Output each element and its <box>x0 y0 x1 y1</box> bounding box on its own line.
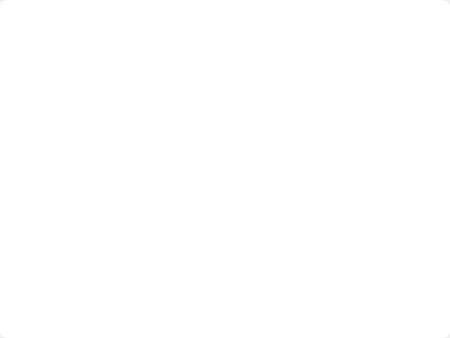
Circle shape <box>106 79 113 88</box>
Ellipse shape <box>89 182 127 214</box>
Text: Marlou Snelleman: Marlou Snelleman <box>70 287 158 297</box>
Ellipse shape <box>171 227 198 251</box>
Ellipse shape <box>113 127 147 152</box>
Ellipse shape <box>64 193 94 213</box>
Circle shape <box>99 261 106 270</box>
Circle shape <box>115 70 122 79</box>
Ellipse shape <box>121 80 139 91</box>
Ellipse shape <box>143 207 175 235</box>
Ellipse shape <box>163 261 177 271</box>
Ellipse shape <box>96 265 112 276</box>
Ellipse shape <box>134 247 170 267</box>
Circle shape <box>139 74 146 83</box>
Circle shape <box>186 189 194 198</box>
Text: Proteins and amino acids: Proteins and amino acids <box>8 18 441 47</box>
Ellipse shape <box>184 184 199 195</box>
Circle shape <box>159 83 166 92</box>
Circle shape <box>174 259 181 268</box>
Ellipse shape <box>174 140 202 158</box>
Ellipse shape <box>141 239 155 248</box>
Ellipse shape <box>57 86 225 266</box>
Ellipse shape <box>150 113 183 131</box>
Ellipse shape <box>68 156 104 177</box>
Ellipse shape <box>161 154 193 179</box>
Ellipse shape <box>126 91 156 108</box>
Circle shape <box>350 116 372 143</box>
Circle shape <box>269 131 286 153</box>
Text: 2012: 2012 <box>70 306 94 315</box>
Circle shape <box>150 86 157 95</box>
Circle shape <box>331 138 348 160</box>
Ellipse shape <box>99 98 131 119</box>
Ellipse shape <box>79 230 93 239</box>
Circle shape <box>349 149 371 176</box>
Ellipse shape <box>116 163 129 171</box>
Circle shape <box>125 129 131 137</box>
Circle shape <box>72 246 79 255</box>
Ellipse shape <box>80 115 114 147</box>
Circle shape <box>296 163 314 184</box>
Ellipse shape <box>104 218 141 242</box>
Ellipse shape <box>134 159 170 193</box>
Ellipse shape <box>68 139 82 149</box>
Bar <box>226 81 405 268</box>
Circle shape <box>158 165 164 173</box>
Circle shape <box>290 207 312 234</box>
Bar <box>170 168 180 180</box>
Ellipse shape <box>85 238 117 258</box>
Ellipse shape <box>171 90 184 99</box>
